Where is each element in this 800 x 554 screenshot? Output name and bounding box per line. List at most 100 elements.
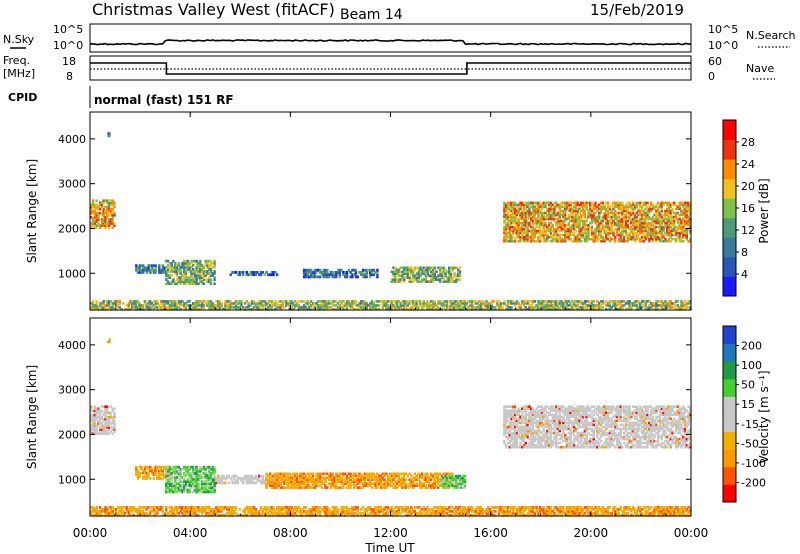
power-cell [170, 270, 173, 273]
power-cell [510, 217, 513, 221]
power-cell [288, 304, 291, 307]
velocity-cell [179, 486, 182, 490]
velocity-cell [508, 423, 511, 427]
velocity-cell [111, 432, 114, 436]
power-cell [651, 203, 654, 207]
power-cell [590, 231, 594, 235]
power-cell [576, 304, 579, 307]
velocity-cell [424, 478, 427, 481]
power-cell [619, 233, 622, 237]
power-cell [603, 231, 606, 235]
power-cell [256, 306, 259, 309]
velocity-cell [172, 486, 175, 490]
power-cell [685, 209, 688, 213]
power-cell [614, 221, 617, 225]
power-cell [463, 300, 467, 303]
velocity-cell [234, 481, 238, 485]
power-cell [546, 306, 549, 309]
velocity-cell [93, 419, 96, 423]
power-cell [108, 134, 111, 138]
velocity-cell [113, 413, 116, 417]
power-cell [624, 231, 628, 235]
power-cell [286, 304, 290, 307]
power-cell [394, 270, 397, 274]
power-cell [410, 306, 413, 309]
power-cell [188, 280, 191, 284]
power-cell [199, 300, 202, 303]
power-cell [412, 306, 415, 309]
power-cell [676, 231, 680, 235]
power-cell [547, 215, 551, 219]
power-cell [640, 201, 644, 205]
power-cell [640, 302, 644, 305]
power-cell [564, 203, 567, 207]
velocity-cell [111, 428, 114, 431]
power-cell [569, 207, 572, 211]
velocity-cell [292, 478, 295, 481]
power-cell [596, 215, 599, 219]
power-cell [614, 215, 617, 219]
velocity-cell [283, 486, 286, 489]
power-cell [626, 237, 629, 241]
power-cell [660, 201, 663, 205]
power-cell [109, 308, 113, 311]
power-cell [234, 271, 238, 274]
power-cell [526, 215, 529, 219]
power-cell [445, 304, 449, 307]
velocity-cell [505, 427, 508, 431]
power-cell [276, 273, 279, 277]
power-cell [619, 221, 622, 225]
power-cell [542, 201, 545, 205]
velocity-cell [374, 484, 377, 487]
power-cell [621, 217, 624, 221]
power-cell [116, 300, 120, 303]
power-cell [580, 205, 583, 209]
power-cell [571, 304, 574, 307]
power-cell [669, 213, 672, 217]
power-cell [439, 272, 442, 275]
velocity-cell [190, 480, 193, 483]
power-cell [395, 272, 399, 275]
power-cell [644, 221, 647, 225]
velocity-cell [347, 476, 350, 480]
power-cell [165, 266, 168, 269]
velocity-cell [315, 482, 318, 485]
power-cell [211, 274, 214, 277]
power-cell [208, 259, 211, 263]
power-cell [621, 219, 624, 223]
power-cell [513, 211, 517, 215]
power-cell [351, 273, 354, 277]
power-cell [159, 306, 163, 309]
power-cell [211, 302, 214, 305]
velocity-cell [91, 417, 95, 421]
power-cell [678, 203, 681, 207]
velocity-cell [458, 480, 461, 483]
power-cell [363, 304, 367, 307]
power-cell [419, 274, 422, 277]
power-cell [605, 213, 608, 217]
velocity-cell [376, 484, 379, 487]
power-cell [170, 304, 173, 307]
power-cell [322, 300, 325, 303]
velocity-cell [429, 474, 433, 478]
power-cell [118, 302, 121, 305]
power-cell [531, 306, 535, 309]
velocity-cell [506, 411, 510, 414]
power-cell [633, 215, 637, 219]
power-cell [658, 239, 662, 243]
power-cell [540, 217, 544, 221]
power-cell [308, 302, 311, 305]
power-cell [673, 221, 676, 225]
velocity-cell [147, 473, 150, 476]
power-cell [356, 275, 359, 279]
power-cell [252, 271, 256, 274]
power-cell [630, 221, 633, 225]
power-cell [399, 280, 402, 283]
velocity-cell [229, 477, 232, 480]
power-cell [395, 280, 399, 283]
velocity-cell [351, 476, 354, 480]
power-cell [327, 300, 331, 303]
power-cell [508, 306, 511, 309]
velocity-cell [392, 476, 395, 480]
velocity-cell [91, 426, 95, 429]
